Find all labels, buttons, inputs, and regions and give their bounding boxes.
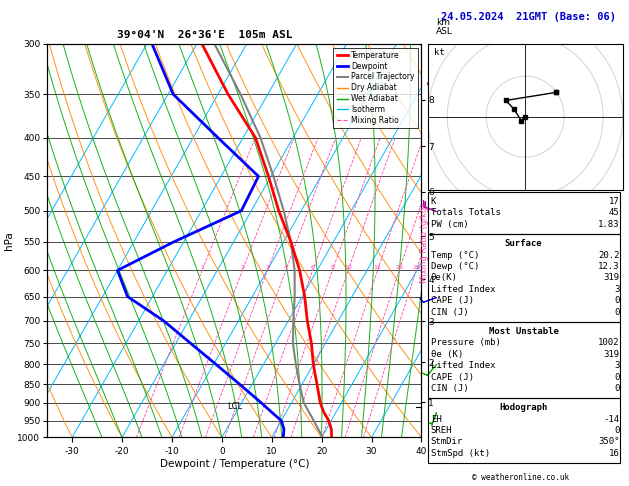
- Text: 3: 3: [265, 265, 269, 270]
- Title: 39°04'N  26°36'E  105m ASL: 39°04'N 26°36'E 105m ASL: [116, 30, 292, 40]
- Y-axis label: hPa: hPa: [4, 231, 14, 250]
- Text: 25: 25: [413, 265, 420, 270]
- Text: CAPE (J): CAPE (J): [431, 372, 474, 382]
- Text: EH: EH: [431, 415, 442, 424]
- Text: 0: 0: [614, 426, 620, 435]
- Text: 8: 8: [330, 265, 335, 270]
- Text: Mixing Ratio (g/kg): Mixing Ratio (g/kg): [420, 203, 429, 283]
- Text: Pressure (mb): Pressure (mb): [431, 338, 501, 347]
- Text: 3: 3: [614, 285, 620, 294]
- Text: © weatheronline.co.uk: © weatheronline.co.uk: [472, 473, 569, 482]
- Text: 1.83: 1.83: [598, 220, 620, 229]
- Text: 0: 0: [614, 296, 620, 305]
- Text: Hodograph: Hodograph: [499, 403, 548, 412]
- Text: 12.3: 12.3: [598, 262, 620, 271]
- Text: 17: 17: [609, 197, 620, 206]
- Text: SREH: SREH: [431, 426, 452, 435]
- Text: 319: 319: [603, 273, 620, 282]
- Text: 319: 319: [603, 349, 620, 359]
- Text: Temp (°C): Temp (°C): [431, 250, 479, 260]
- Text: Surface: Surface: [505, 239, 542, 248]
- Text: LCL: LCL: [227, 402, 242, 411]
- Text: 20.2: 20.2: [598, 250, 620, 260]
- Text: CIN (J): CIN (J): [431, 384, 469, 393]
- Text: kt: kt: [433, 48, 444, 57]
- Text: StmSpd (kt): StmSpd (kt): [431, 449, 490, 458]
- Text: 10: 10: [344, 265, 352, 270]
- Text: 20: 20: [395, 265, 403, 270]
- Text: 2: 2: [240, 265, 245, 270]
- Legend: Temperature, Dewpoint, Parcel Trajectory, Dry Adiabat, Wet Adiabat, Isotherm, Mi: Temperature, Dewpoint, Parcel Trajectory…: [333, 48, 418, 128]
- Text: km
ASL: km ASL: [437, 18, 454, 36]
- Text: StmDir: StmDir: [431, 437, 463, 447]
- Text: Most Unstable: Most Unstable: [489, 327, 559, 336]
- Text: 16: 16: [609, 449, 620, 458]
- Text: Lifted Index: Lifted Index: [431, 285, 496, 294]
- Text: 4: 4: [284, 265, 288, 270]
- Text: 1: 1: [200, 265, 204, 270]
- Text: CAPE (J): CAPE (J): [431, 296, 474, 305]
- Text: 45: 45: [609, 208, 620, 218]
- Text: θe (K): θe (K): [431, 349, 463, 359]
- Text: 0: 0: [614, 372, 620, 382]
- Text: CIN (J): CIN (J): [431, 308, 469, 317]
- Text: -14: -14: [603, 415, 620, 424]
- Text: 24.05.2024  21GMT (Base: 06): 24.05.2024 21GMT (Base: 06): [441, 12, 616, 22]
- Text: Totals Totals: Totals Totals: [431, 208, 501, 218]
- Text: θe(K): θe(K): [431, 273, 458, 282]
- Text: 0: 0: [614, 308, 620, 317]
- Text: Dewp (°C): Dewp (°C): [431, 262, 479, 271]
- Text: K: K: [431, 197, 437, 206]
- Text: 1002: 1002: [598, 338, 620, 347]
- Text: 6: 6: [311, 265, 314, 270]
- Text: 350°: 350°: [598, 437, 620, 447]
- Text: 15: 15: [374, 265, 381, 270]
- Text: 0: 0: [614, 384, 620, 393]
- Text: Lifted Index: Lifted Index: [431, 361, 496, 370]
- Text: 3: 3: [614, 361, 620, 370]
- Text: PW (cm): PW (cm): [431, 220, 469, 229]
- X-axis label: Dewpoint / Temperature (°C): Dewpoint / Temperature (°C): [160, 459, 309, 469]
